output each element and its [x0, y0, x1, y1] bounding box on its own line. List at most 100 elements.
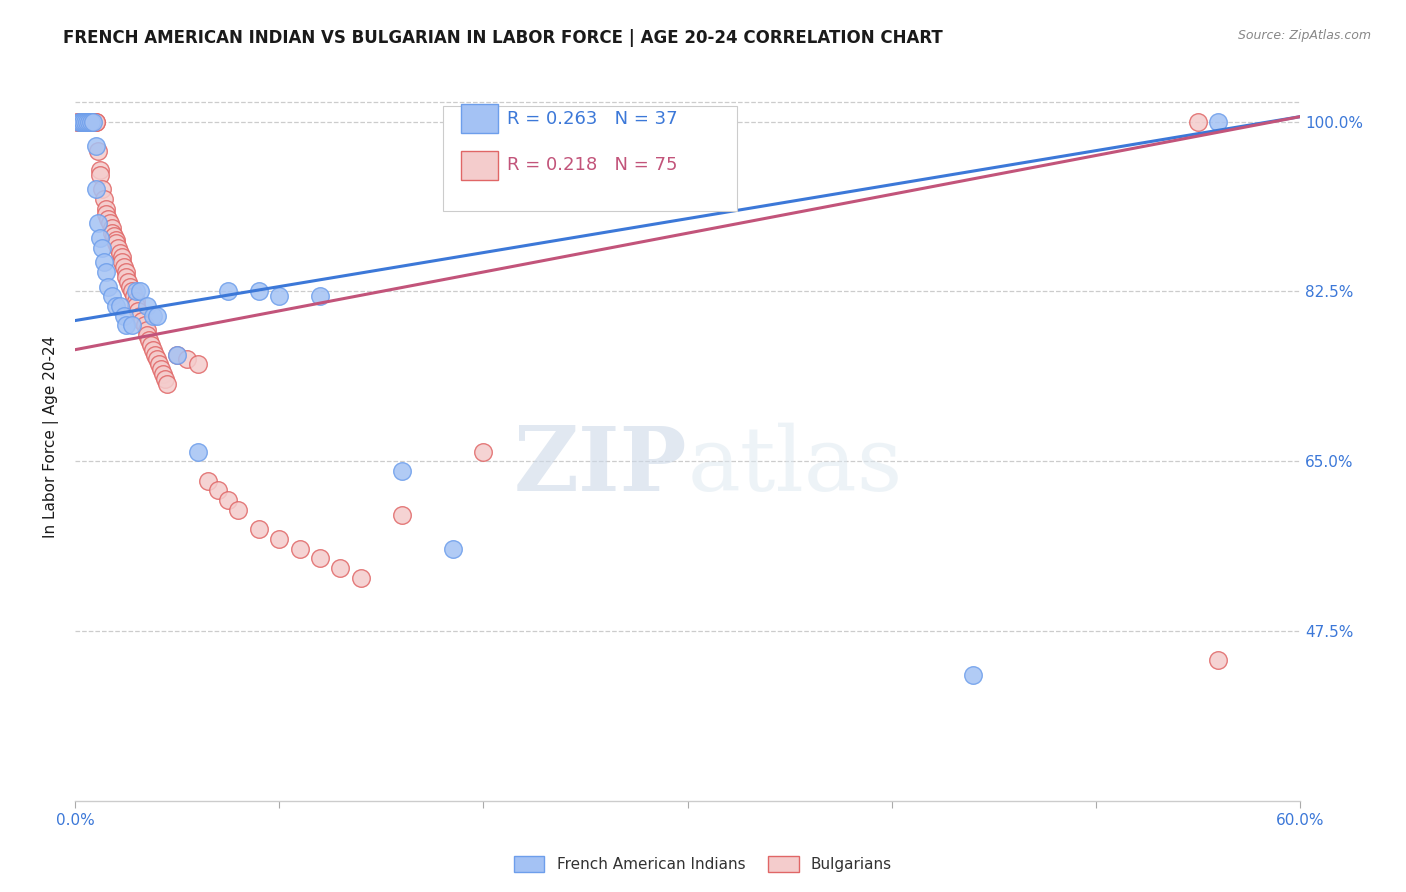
Point: [80, 114, 103, 128]
Text: R = 0.263   N = 37: R = 0.263 N = 37: [508, 110, 678, 128]
Point: [98, 217, 121, 231]
Point: [207, 483, 229, 498]
Point: [309, 289, 332, 303]
Point: [89, 231, 111, 245]
Point: [76, 114, 98, 128]
Point: [82, 114, 104, 128]
Point: [288, 541, 311, 556]
Point: [441, 541, 464, 556]
Point: [135, 299, 157, 313]
Point: [94, 207, 117, 221]
Point: [166, 347, 188, 361]
Point: [269, 289, 291, 303]
Point: [247, 285, 270, 299]
Point: [84, 114, 107, 128]
Point: [84, 114, 107, 128]
Point: [121, 285, 143, 299]
Point: [1208, 114, 1230, 128]
Point: [125, 285, 148, 299]
Point: [75, 114, 97, 128]
Point: [115, 318, 138, 333]
Point: [80, 114, 103, 128]
Point: [97, 279, 120, 293]
Point: [89, 163, 111, 178]
Point: [101, 226, 124, 240]
Text: ZIP: ZIP: [515, 423, 688, 509]
Point: [152, 367, 174, 381]
Point: [125, 294, 148, 309]
Bar: [461, 151, 498, 180]
Text: R = 0.218   N = 75: R = 0.218 N = 75: [508, 156, 678, 175]
Point: [101, 221, 124, 235]
Point: [187, 444, 209, 458]
Point: [97, 211, 120, 226]
Point: [120, 279, 142, 293]
Point: [329, 561, 352, 575]
Point: [79, 114, 101, 128]
Point: [112, 260, 135, 275]
Point: [145, 352, 167, 367]
Point: [79, 114, 101, 128]
Point: [166, 347, 188, 361]
Point: [143, 347, 166, 361]
Point: [115, 265, 138, 279]
Point: [108, 299, 131, 313]
Point: [93, 255, 115, 269]
Point: [269, 532, 291, 546]
Point: [84, 182, 107, 196]
Point: [176, 352, 198, 367]
Point: [86, 217, 108, 231]
Point: [107, 241, 129, 255]
Point: [217, 285, 239, 299]
Point: [80, 114, 103, 128]
Point: [145, 309, 167, 323]
Point: [67, 114, 90, 128]
Point: [149, 362, 172, 376]
Point: [153, 372, 176, 386]
Point: [962, 668, 984, 682]
Point: [104, 235, 127, 250]
Point: [124, 289, 146, 303]
Point: [111, 255, 134, 269]
Point: [129, 285, 152, 299]
Point: [142, 343, 165, 357]
Point: [94, 265, 117, 279]
Point: [350, 571, 373, 585]
Point: [104, 233, 127, 247]
Point: [391, 464, 413, 478]
FancyBboxPatch shape: [443, 106, 737, 211]
Point: [139, 338, 162, 352]
Point: [93, 192, 115, 206]
Point: [135, 328, 157, 343]
Point: [217, 493, 239, 508]
Text: FRENCH AMERICAN INDIAN VS BULGARIAN IN LABOR FORCE | AGE 20-24 CORRELATION CHART: FRENCH AMERICAN INDIAN VS BULGARIAN IN L…: [63, 29, 943, 46]
Point: [156, 376, 179, 391]
Point: [72, 114, 94, 128]
Point: [82, 114, 104, 128]
Bar: [461, 104, 498, 134]
Point: [75, 114, 97, 128]
Point: [76, 114, 98, 128]
Point: [72, 114, 94, 128]
Point: [103, 229, 125, 244]
Point: [247, 522, 270, 536]
Point: [84, 138, 107, 153]
Point: [187, 357, 209, 371]
Point: [1208, 653, 1230, 667]
Point: [121, 318, 143, 333]
Point: [112, 309, 135, 323]
Point: [79, 114, 101, 128]
Point: [117, 275, 139, 289]
Point: [108, 245, 131, 260]
Point: [129, 309, 152, 323]
Point: [89, 168, 111, 182]
Point: [1187, 114, 1209, 128]
Point: [90, 241, 112, 255]
Point: [142, 309, 165, 323]
Point: [82, 114, 104, 128]
Y-axis label: In Labor Force | Age 20-24: In Labor Force | Age 20-24: [44, 336, 59, 538]
Point: [228, 503, 250, 517]
Point: [115, 269, 138, 284]
Point: [111, 251, 134, 265]
Text: Source: ZipAtlas.com: Source: ZipAtlas.com: [1237, 29, 1371, 42]
